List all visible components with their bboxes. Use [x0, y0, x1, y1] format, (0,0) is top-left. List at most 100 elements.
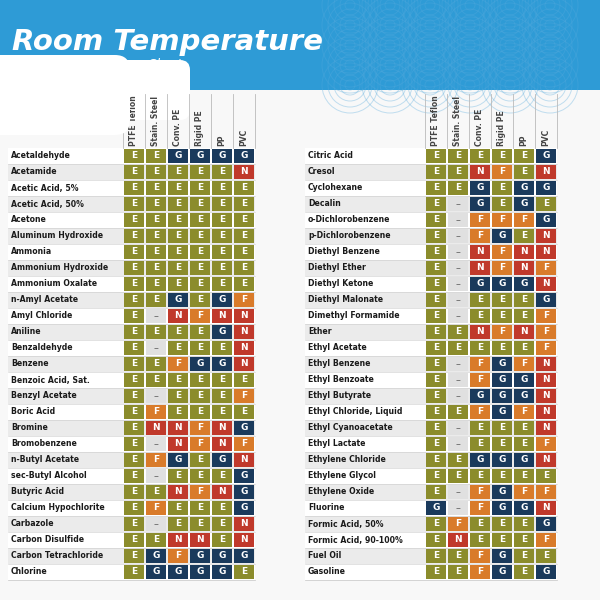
- Bar: [8, 260, 255, 276]
- Text: Acetic Acid, 50%: Acetic Acid, 50%: [11, 199, 84, 208]
- Text: Ethyl Benzene: Ethyl Benzene: [308, 359, 371, 368]
- Text: Diethyl Ketone: Diethyl Ketone: [308, 280, 373, 289]
- Text: N: N: [240, 167, 248, 176]
- Text: G: G: [499, 376, 506, 385]
- Text: E: E: [175, 472, 181, 481]
- Text: E: E: [499, 199, 505, 208]
- Text: Ethylene Chloride: Ethylene Chloride: [308, 455, 386, 464]
- Bar: [536, 293, 556, 307]
- Bar: [305, 548, 557, 564]
- Bar: [470, 533, 490, 547]
- Bar: [212, 149, 232, 163]
- Text: F: F: [499, 215, 505, 224]
- Bar: [168, 501, 188, 515]
- Bar: [8, 148, 255, 164]
- Text: –: –: [455, 215, 460, 225]
- Text: E: E: [433, 295, 439, 304]
- Text: F: F: [477, 503, 483, 512]
- Bar: [168, 261, 188, 275]
- Bar: [470, 389, 490, 403]
- Text: N: N: [476, 167, 484, 176]
- Text: E: E: [197, 520, 203, 529]
- Bar: [190, 165, 210, 179]
- Text: G: G: [542, 151, 550, 160]
- Bar: [492, 277, 512, 291]
- Text: G: G: [520, 503, 527, 512]
- Text: Acetamide: Acetamide: [11, 167, 58, 176]
- Bar: [190, 533, 210, 547]
- Text: PTFE Teflon: PTFE Teflon: [130, 95, 139, 146]
- Bar: [146, 357, 166, 371]
- Text: E: E: [175, 343, 181, 352]
- Bar: [234, 261, 254, 275]
- Bar: [234, 165, 254, 179]
- Text: E: E: [219, 232, 225, 241]
- Text: G: G: [499, 487, 506, 497]
- Bar: [536, 277, 556, 291]
- Text: E: E: [175, 263, 181, 272]
- Text: Carbazole: Carbazole: [11, 520, 55, 529]
- Bar: [146, 565, 166, 579]
- Text: E: E: [197, 472, 203, 481]
- Bar: [536, 325, 556, 339]
- Bar: [234, 389, 254, 403]
- Text: E: E: [241, 247, 247, 257]
- Bar: [190, 309, 210, 323]
- Bar: [190, 421, 210, 435]
- Text: F: F: [175, 359, 181, 368]
- Bar: [448, 517, 468, 531]
- Text: Diethyl Malonate: Diethyl Malonate: [308, 295, 383, 304]
- Text: E: E: [521, 520, 527, 529]
- Bar: [212, 453, 232, 467]
- Text: E: E: [131, 151, 137, 160]
- Text: Ethylene Oxide: Ethylene Oxide: [308, 487, 374, 497]
- Text: p-Dichlorobenzene: p-Dichlorobenzene: [308, 232, 391, 241]
- Text: N: N: [240, 535, 248, 545]
- Text: E: E: [477, 295, 483, 304]
- Bar: [8, 196, 255, 212]
- Text: Ethyl Cyanoacetate: Ethyl Cyanoacetate: [308, 424, 393, 433]
- Text: E: E: [433, 280, 439, 289]
- Bar: [514, 229, 534, 243]
- Bar: [470, 453, 490, 467]
- Bar: [492, 261, 512, 275]
- Bar: [492, 149, 512, 163]
- Bar: [234, 549, 254, 563]
- Text: F: F: [477, 359, 483, 368]
- Text: F: F: [499, 328, 505, 337]
- Text: Chlorine: Chlorine: [11, 568, 48, 577]
- Text: G: G: [196, 551, 203, 560]
- Text: F: F: [197, 424, 203, 433]
- Bar: [212, 197, 232, 211]
- Bar: [212, 293, 232, 307]
- Text: N: N: [240, 343, 248, 352]
- Bar: [168, 197, 188, 211]
- Text: E: E: [499, 184, 505, 193]
- Text: E: E: [433, 551, 439, 560]
- Bar: [448, 357, 468, 371]
- Text: G: G: [542, 568, 550, 577]
- Bar: [448, 549, 468, 563]
- Text: E: E: [433, 568, 439, 577]
- Bar: [168, 517, 188, 531]
- Text: E: E: [455, 184, 461, 193]
- Bar: [8, 324, 255, 340]
- Text: G: G: [241, 472, 248, 481]
- Bar: [124, 277, 144, 291]
- Text: E: E: [433, 247, 439, 257]
- Text: E: E: [477, 472, 483, 481]
- Bar: [8, 404, 255, 420]
- Bar: [305, 196, 557, 212]
- Bar: [536, 357, 556, 371]
- Bar: [305, 164, 557, 180]
- Text: Ammonium Hydroxide: Ammonium Hydroxide: [11, 263, 108, 272]
- Text: E: E: [521, 439, 527, 449]
- Text: G: G: [476, 199, 484, 208]
- Bar: [168, 277, 188, 291]
- Text: G: G: [476, 391, 484, 401]
- Text: E: E: [455, 551, 461, 560]
- Bar: [212, 165, 232, 179]
- Bar: [514, 501, 534, 515]
- Text: E: E: [131, 343, 137, 352]
- Text: G: G: [520, 280, 527, 289]
